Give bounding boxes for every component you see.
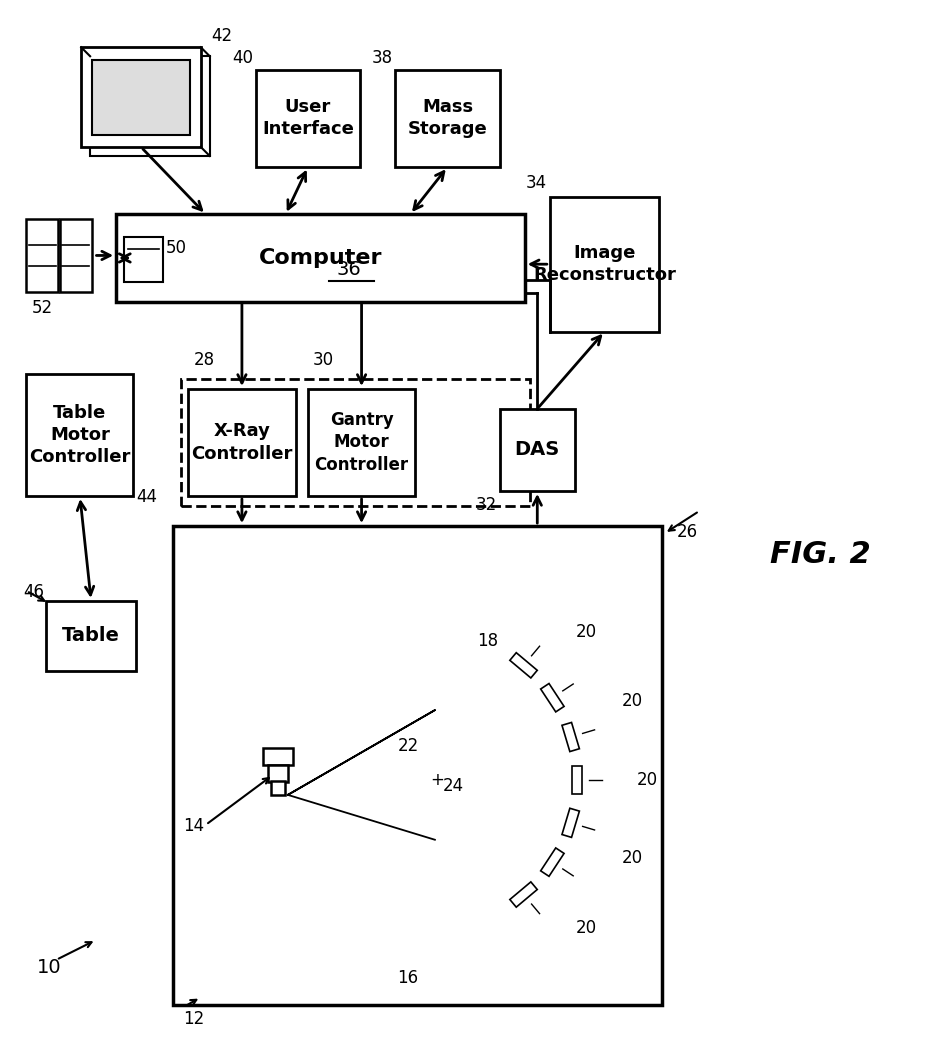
Bar xyxy=(396,70,500,167)
Bar xyxy=(256,70,360,167)
Text: 20: 20 xyxy=(621,849,643,867)
Bar xyxy=(188,389,296,496)
Text: 40: 40 xyxy=(232,49,253,67)
Text: 34: 34 xyxy=(526,174,548,191)
Text: 20: 20 xyxy=(576,622,596,641)
Bar xyxy=(263,748,293,765)
Text: User
Interface: User Interface xyxy=(262,98,354,138)
Text: 44: 44 xyxy=(136,488,157,506)
Polygon shape xyxy=(572,767,582,794)
Text: 18: 18 xyxy=(478,632,498,651)
Text: 46: 46 xyxy=(22,583,44,600)
Text: 12: 12 xyxy=(184,1009,204,1028)
Bar xyxy=(81,47,201,147)
Polygon shape xyxy=(540,848,564,877)
Text: DAS: DAS xyxy=(515,440,560,459)
Polygon shape xyxy=(562,809,579,838)
Text: Table: Table xyxy=(63,627,120,645)
Bar xyxy=(268,765,288,782)
Bar xyxy=(91,56,210,156)
Text: 20: 20 xyxy=(621,692,643,710)
Bar xyxy=(123,236,163,281)
Text: 10: 10 xyxy=(36,958,61,977)
Bar xyxy=(308,389,415,496)
Text: Computer: Computer xyxy=(258,248,383,268)
Text: X-Ray
Controller: X-Ray Controller xyxy=(191,423,293,462)
Text: 20: 20 xyxy=(637,771,658,789)
Bar xyxy=(26,220,58,292)
Text: Mass
Storage: Mass Storage xyxy=(408,98,487,138)
Bar xyxy=(60,220,91,292)
Text: 26: 26 xyxy=(676,523,698,541)
Text: Table
Motor
Controller: Table Motor Controller xyxy=(29,404,131,467)
Polygon shape xyxy=(562,723,579,752)
Text: 50: 50 xyxy=(166,240,187,257)
Text: 28: 28 xyxy=(193,350,215,369)
Bar xyxy=(174,526,661,1005)
Text: FIG. 2: FIG. 2 xyxy=(770,540,870,569)
Bar xyxy=(116,214,525,301)
Bar xyxy=(181,379,530,506)
Text: 30: 30 xyxy=(313,350,334,369)
Text: 16: 16 xyxy=(397,970,419,987)
Polygon shape xyxy=(509,653,537,678)
Text: 36: 36 xyxy=(337,260,361,279)
Text: Gantry
Motor
Controller: Gantry Motor Controller xyxy=(314,411,409,474)
Bar xyxy=(500,409,575,491)
Text: 52: 52 xyxy=(32,299,52,317)
Bar xyxy=(47,600,136,670)
Text: 22: 22 xyxy=(397,737,419,755)
Text: 38: 38 xyxy=(371,49,393,67)
Text: Image
Reconstructor: Image Reconstructor xyxy=(533,244,676,285)
Bar xyxy=(550,197,660,332)
Polygon shape xyxy=(509,882,537,907)
Text: 20: 20 xyxy=(576,919,596,937)
Text: 24: 24 xyxy=(442,777,464,795)
Text: 42: 42 xyxy=(211,27,232,45)
Text: 14: 14 xyxy=(184,817,204,835)
Bar xyxy=(92,60,189,135)
Text: +: + xyxy=(430,771,444,789)
Bar xyxy=(271,781,285,795)
Text: 32: 32 xyxy=(476,496,497,514)
Bar xyxy=(26,373,133,496)
Polygon shape xyxy=(540,683,564,712)
